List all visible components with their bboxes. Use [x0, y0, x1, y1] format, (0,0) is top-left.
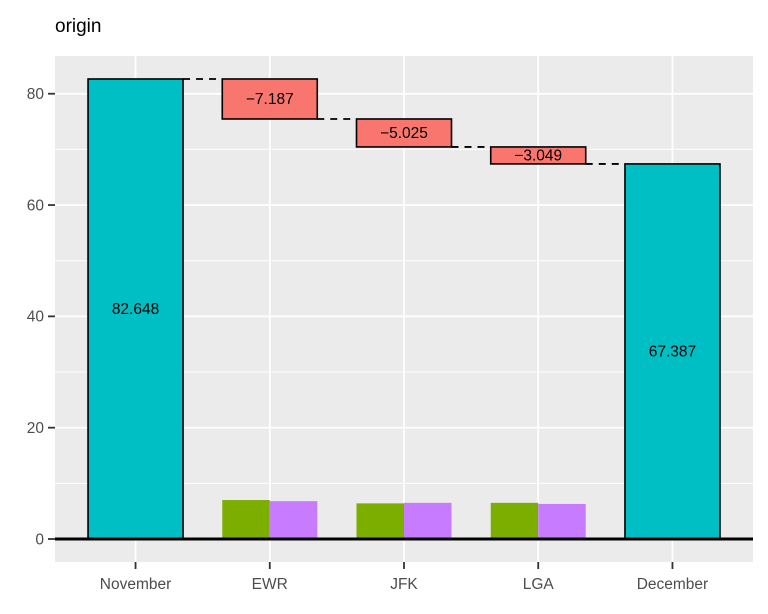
bar-value-label-jfk: −5.025	[380, 125, 428, 142]
waterfall-bar-november	[87, 78, 184, 540]
x-tick-label-jfk: JFK	[390, 576, 418, 593]
waterfall-bar-lga	[489, 146, 587, 165]
y-tick-label: 40	[27, 309, 45, 326]
x-tick-label-november: November	[100, 576, 172, 593]
waterfall-bar-ewr	[221, 78, 319, 120]
waterfall-bar-december	[624, 163, 721, 540]
plot-title: origin	[55, 16, 102, 37]
y-tick-label: 0	[35, 531, 44, 548]
side-bar-purple-ewr	[269, 501, 318, 539]
side-bar-green-jfk	[356, 503, 404, 539]
bar-value-label-november: 82.648	[112, 301, 159, 318]
bar-value-label-ewr: −7.187	[246, 91, 294, 108]
y-tick-label: 60	[27, 197, 45, 214]
x-tick-label-lga: LGA	[523, 576, 555, 593]
y-tick-label: 80	[27, 86, 45, 103]
side-bar-green-ewr	[222, 500, 270, 539]
side-bar-purple-lga	[538, 503, 586, 539]
side-bar-green-lga	[490, 502, 539, 539]
y-tick-label: 20	[27, 420, 45, 437]
waterfall-bar-jfk	[355, 118, 453, 148]
bar-value-label-december: 67.387	[649, 344, 696, 361]
side-bar-purple-jfk	[404, 502, 452, 539]
x-tick-label-ewr: EWR	[252, 576, 288, 593]
bar-value-label-lga: −3.049	[514, 148, 562, 165]
x-tick-label-december: December	[637, 576, 709, 593]
